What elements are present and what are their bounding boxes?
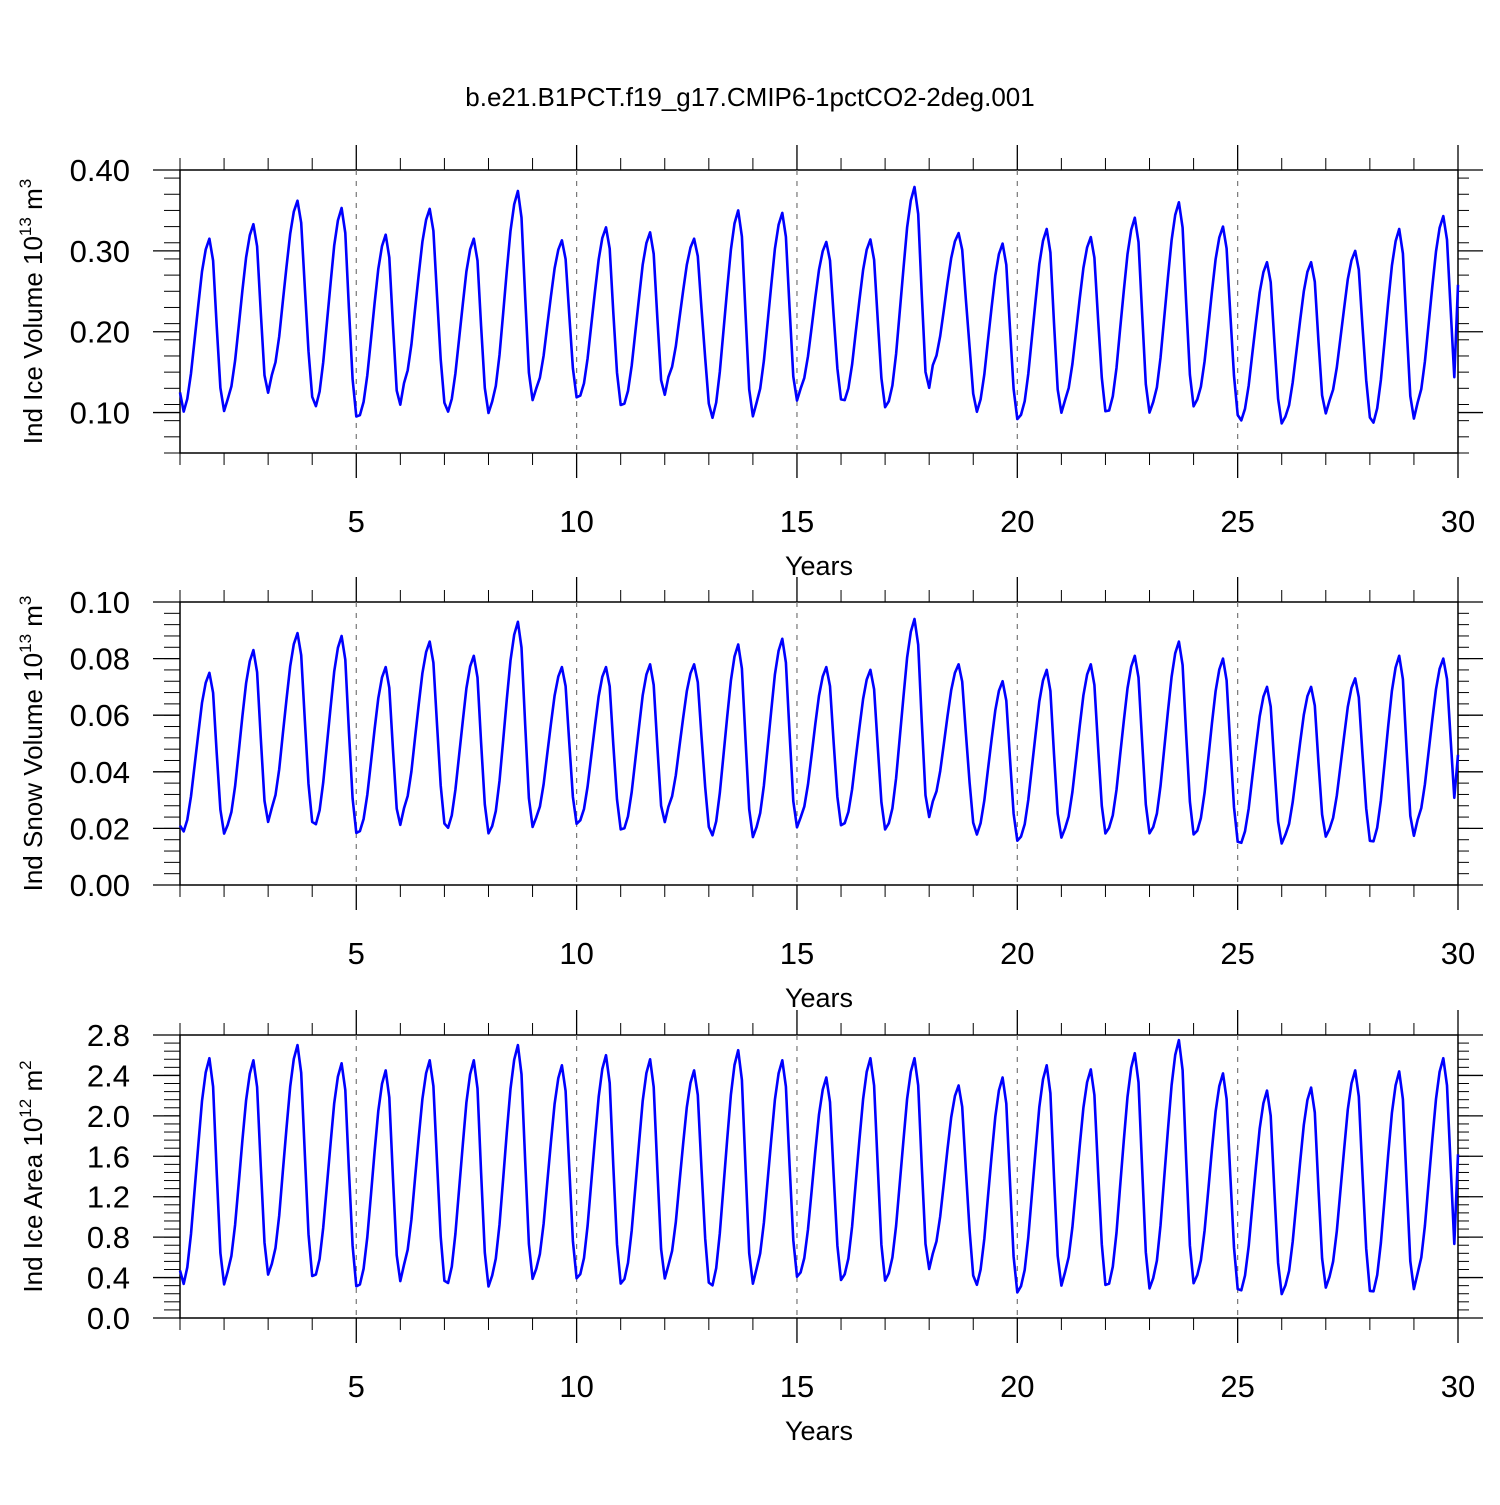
- y-axis-label: Ind Ice Area 1012 m2: [16, 1060, 48, 1292]
- y-axis-label: Ind Snow Volume 1013 m3: [16, 596, 48, 892]
- y-tick-label: 0.8: [87, 1220, 130, 1255]
- data-line: [178, 185, 1460, 425]
- y-ticks: 0.00 0.02 0.04 0.06 0.08 0.10: [70, 585, 1483, 903]
- x-tick-label: 30: [1441, 1369, 1475, 1404]
- y-tick-label: 0.04: [70, 755, 130, 790]
- x-tick-label: 20: [1000, 504, 1034, 539]
- y-axis-label-exponent: 12: [16, 1099, 35, 1118]
- y-tick-label: 0.10: [70, 396, 130, 431]
- x-tick-label: 15: [780, 936, 814, 971]
- y-tick-label: 0.08: [70, 642, 130, 677]
- y-tick-label: 0.20: [70, 315, 130, 350]
- y-ticks: 0.10 0.20 0.30 0.40: [70, 153, 1483, 454]
- y-tick-label: 0.4: [87, 1261, 130, 1296]
- x-tick-label: 10: [559, 504, 593, 539]
- y-axis-label-unit: m: [18, 188, 48, 217]
- y-tick-label: 2.4: [87, 1058, 130, 1093]
- panel-ice-area: 0.0 0.4 0.8 1.2 1.6 2.0 2.4 2.8 5 10 15 20 25 30 Yea…: [16, 1010, 1483, 1446]
- x-tick-label: 20: [1000, 1369, 1034, 1404]
- x-tick-label: 30: [1441, 504, 1475, 539]
- y-axis-label-main: Ind Ice Area 10: [18, 1118, 48, 1293]
- x-tick-label: 5: [348, 504, 365, 539]
- x-tick-label: 15: [780, 504, 814, 539]
- y-tick-label: 2.8: [87, 1018, 130, 1053]
- y-tick-label: 0.40: [70, 153, 130, 188]
- figure-title: b.e21.B1PCT.f19_g17.CMIP6-1pctCO2-2deg.0…: [465, 82, 1034, 112]
- y-axis-label-exponent: 13: [16, 634, 35, 653]
- data-line: [178, 617, 1460, 845]
- y-axis-label-unit-exponent: 2: [16, 1060, 35, 1069]
- y-axis-label: Ind Ice Volume 1013 m3: [16, 179, 48, 444]
- y-axis-label-unit: m: [18, 605, 48, 634]
- x-tick-label: 30: [1441, 936, 1475, 971]
- x-axis-label: Years: [785, 1416, 853, 1446]
- x-tick-label: 20: [1000, 936, 1034, 971]
- y-tick-label: 2.0: [87, 1099, 130, 1134]
- y-tick-label: 0.06: [70, 698, 130, 733]
- x-ticks: 5 10 15 20 25 30: [179, 577, 1475, 971]
- y-tick-label: 1.2: [87, 1180, 130, 1215]
- data-line: [178, 1038, 1460, 1296]
- plot-frame: [179, 601, 1459, 886]
- x-tick-label: 5: [348, 1369, 365, 1404]
- y-tick-label: 0.0: [87, 1301, 130, 1336]
- x-tick-label: 10: [559, 936, 593, 971]
- y-tick-label: 0.10: [70, 585, 130, 620]
- y-tick-label: 0.02: [70, 811, 130, 846]
- x-tick-label: 10: [559, 1369, 593, 1404]
- x-tick-label: 15: [780, 1369, 814, 1404]
- x-tick-label: 25: [1220, 1369, 1254, 1404]
- x-tick-label: 25: [1220, 504, 1254, 539]
- x-axis-label: Years: [785, 551, 853, 581]
- panel-snow-volume: 0.00 0.02 0.04 0.06 0.08 0.10 5 10 15 20 25 30 Yea…: [16, 577, 1483, 1013]
- y-axis-label-main: Ind Snow Volume 10: [18, 653, 48, 892]
- x-tick-label: 5: [348, 936, 365, 971]
- x-ticks: 5 10 15 20 25 30: [179, 145, 1475, 539]
- y-ticks: 0.0 0.4 0.8 1.2 1.6 2.0 2.4 2.8: [87, 1018, 1483, 1336]
- y-tick-label: 1.6: [87, 1139, 130, 1174]
- x-axis-label: Years: [785, 983, 853, 1013]
- y-tick-label: 0.00: [70, 868, 130, 903]
- y-axis-label-exponent: 13: [16, 217, 35, 236]
- x-tick-label: 25: [1220, 936, 1254, 971]
- y-axis-label-unit: m: [18, 1070, 48, 1099]
- y-tick-label: 0.30: [70, 234, 130, 269]
- y-axis-label-main: Ind Ice Volume 10: [18, 236, 48, 444]
- panel-ice-volume: 0.10 0.20 0.30 0.40 5 10 15 20 25 30 Years Ind I…: [16, 145, 1483, 581]
- y-axis-label-unit-exponent: 3: [16, 179, 35, 188]
- y-axis-label-unit-exponent: 3: [16, 596, 35, 605]
- x-ticks: 5 10 15 20 25 30: [179, 1010, 1475, 1404]
